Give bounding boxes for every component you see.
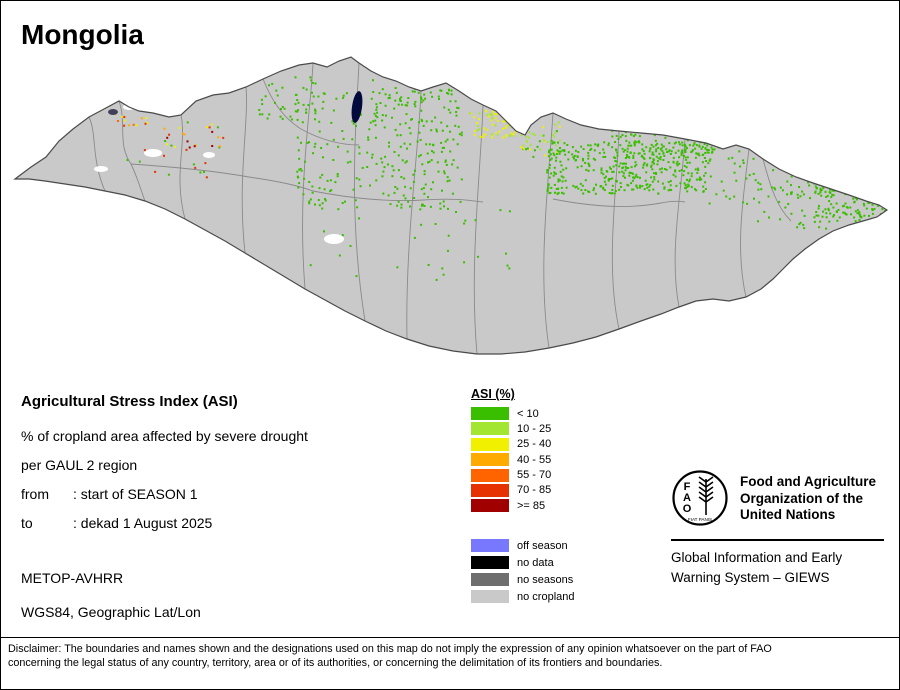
mongolia-map [13, 56, 889, 355]
period-to-label: to [21, 515, 33, 531]
legend-label: 10 - 25 [517, 422, 552, 435]
legend-row: no seasons [471, 573, 575, 587]
period-from-label: from [21, 486, 49, 502]
legend-row: 70 - 85 [471, 483, 575, 497]
period-to-line: to : dekad 1 August 2025 [21, 516, 461, 531]
legend-label: no cropland [517, 590, 575, 603]
sensor-name: METOP-AVHRR [21, 570, 124, 586]
period-from-value: : start of SEASON 1 [73, 486, 198, 502]
giews-name: Global Information and Early Warning Sys… [671, 548, 884, 588]
country-fill [15, 57, 887, 354]
legend-swatch [471, 499, 509, 513]
gaul-region-line: per GAUL 2 region [21, 458, 461, 473]
legend-label: 25 - 40 [517, 438, 552, 451]
legend-swatch [471, 407, 509, 420]
legend-row: off season [471, 539, 575, 553]
legend-swatch [471, 573, 509, 587]
asi-subtitle: % of cropland area affected by severe dr… [21, 429, 461, 444]
legend-row: 25 - 40 [471, 437, 575, 451]
disclaimer-text: Disclaimer: The boundaries and names sho… [8, 643, 894, 671]
legend-label: 70 - 85 [517, 484, 552, 497]
fao-org-line: Organization of the [740, 490, 863, 506]
page-title: Mongolia [21, 19, 144, 50]
legend-swatch [471, 468, 509, 482]
legend-swatch [471, 437, 509, 451]
period-to-value: : dekad 1 August 2025 [73, 515, 213, 531]
fao-letter-o: O [683, 503, 692, 515]
disclaimer-line-1: Disclaimer: The boundaries and names sho… [8, 643, 772, 655]
legend-swatch [471, 556, 509, 570]
fao-org-line: United Nations [740, 507, 836, 522]
legend-row: 55 - 70 [471, 468, 575, 482]
legend-label: off season [517, 539, 568, 552]
legend-swatch [471, 422, 509, 436]
legend-swatch [471, 453, 509, 467]
legend-swatch [471, 483, 509, 497]
fao-logo: F A O FIAT PANIS [672, 470, 728, 526]
legend-row: no cropland [471, 590, 575, 604]
legend-swatch [471, 590, 509, 604]
giews-line: Global Information and Early [671, 550, 843, 565]
period-from-line: from : start of SEASON 1 [21, 487, 461, 502]
map-info-block: Agricultural Stress Index (ASI) % of cro… [21, 393, 461, 620]
asi-subtitle-text: % of cropland area affected by severe dr… [21, 428, 308, 444]
legend-label: no seasons [517, 573, 574, 586]
fao-divider [671, 539, 884, 541]
legend-swatch [471, 539, 509, 553]
fao-footer-block: F A O FIAT PANIS Food and Agriculture Or… [671, 469, 884, 588]
legend-row: no data [471, 556, 575, 570]
giews-line: Warning System – GIEWS [671, 570, 830, 585]
legend-label: >= 85 [517, 499, 546, 512]
legend-title: ASI (%) [471, 387, 515, 401]
fao-letter-a: A [683, 492, 691, 504]
legend-label: 55 - 70 [517, 469, 552, 482]
wheat-icon [698, 476, 714, 515]
legend-row: 40 - 55 [471, 453, 575, 467]
legend-label: < 10 [517, 407, 539, 420]
region-borders [88, 62, 792, 354]
map-legend: ASI (%) < 10 10 - 25 25 - 40 40 - 55 55 … [471, 387, 575, 607]
disclaimer-line-2: concerning the legal status of any count… [8, 656, 663, 669]
asi-heading: Agricultural Stress Index (ASI) [21, 393, 238, 410]
fao-org-line: Food and Agriculture [740, 474, 876, 489]
legend-row: >= 85 [471, 499, 575, 513]
fao-motto: FIAT PANIS [688, 517, 712, 522]
legend-row: < 10 [471, 407, 575, 420]
country-outline [13, 56, 889, 355]
legend-row: 10 - 25 [471, 422, 575, 436]
disclaimer-divider [1, 637, 899, 638]
lakes [108, 91, 363, 123]
gaul-region-text: per GAUL 2 region [21, 457, 138, 473]
legend-extras: off season no data no seasons no croplan… [471, 539, 575, 604]
fao-letter-f: F [684, 481, 691, 493]
legend-label: 40 - 55 [517, 453, 552, 466]
legend-label: no data [517, 556, 554, 569]
projection-name: WGS84, Geographic Lat/Lon [21, 604, 201, 620]
fao-org-name: Food and Agriculture Organization of the… [740, 469, 876, 524]
